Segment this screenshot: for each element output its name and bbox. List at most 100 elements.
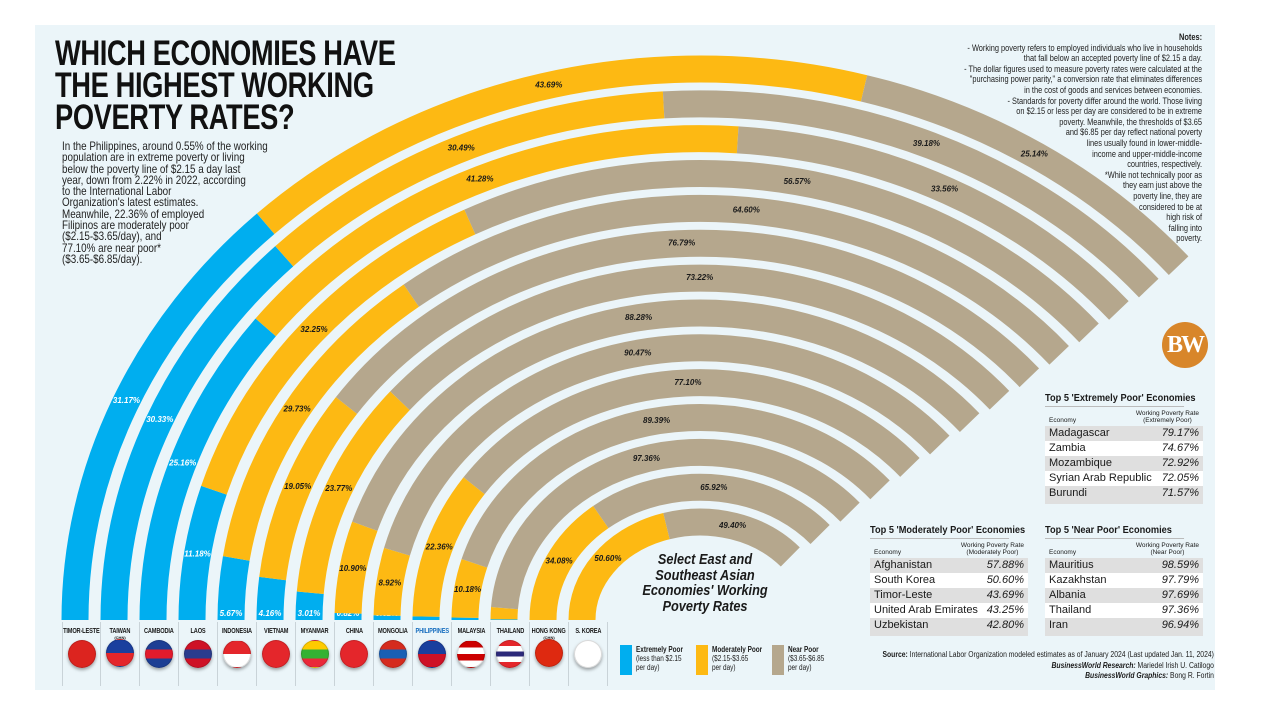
economy-cell: Madagascar (1049, 427, 1110, 439)
note-line: lines usually found in lower-middle- (1086, 137, 1202, 149)
economy-name: LAOS (190, 626, 206, 635)
economy-cell: Afghanistan (874, 559, 933, 571)
economy-column: MALAYSIA (452, 622, 491, 686)
ring-cambodia: 25.16% 41.28% 33.56% (139, 125, 1129, 621)
table-row: Burundi 71.57% (1045, 486, 1203, 501)
flag-hong-kong-icon (535, 639, 563, 667)
extreme-poor-segment (61, 55, 1189, 621)
near-value-label: 33.56% (931, 185, 958, 194)
note-line: countries, respectively. (1127, 159, 1202, 171)
table-moderately-poor: Top 5 'Moderately Poor' Economies Economy… (870, 524, 1028, 636)
rate-cell: 43.25% (986, 604, 1024, 616)
rate-cell: 74.67% (1161, 442, 1199, 454)
table-near-poor: Top 5 'Near Poor' Economies Economy Workin… (1045, 524, 1203, 636)
ring-taiwan: 30.33% 30.49% 39.18% (100, 90, 1159, 621)
table-row: United Arab Emirates 43.25% (870, 603, 1028, 618)
economy-name: S. KOREA (575, 626, 601, 635)
economy-name: CAMBODIA (144, 626, 174, 635)
page-title: WHICH ECONOMIES HAVE THE HIGHEST WORKING… (55, 34, 406, 137)
near-poor-segment (490, 438, 860, 621)
table-row: Thailand 97.36% (1045, 603, 1203, 618)
intro-line: Meanwhile, 22.36% of employed (62, 206, 205, 221)
ring-hong-kong: 0.00%34.08%65.92% (529, 473, 830, 621)
economy-name: MYANMAR (301, 626, 329, 635)
table-row: South Korea 50.60% (870, 573, 1028, 588)
economy-column: TAIWAN (CHN) (101, 622, 140, 686)
legend-desc: ($2.15-$3.65 (712, 654, 749, 663)
extreme-value-label: 30.33% (146, 415, 173, 424)
flag-china-icon (340, 640, 368, 668)
near-value-label: 90.47% (624, 348, 651, 357)
ring-indonesia: 5.67% 29.73% 64.60% (217, 194, 1070, 621)
column-header-economy: Economy (1049, 417, 1077, 424)
economy-cell: United Arab Emirates (874, 604, 978, 616)
table-row: Zambia 74.67% (1045, 441, 1203, 456)
note-line: in the cost of goods and services betwee… (1024, 84, 1202, 96)
note-line: that fall below an accepted poverty line… (1023, 53, 1202, 65)
rate-cell: 72.92% (1161, 457, 1199, 469)
economy-column: INDONESIA (218, 622, 257, 686)
intro-paragraph: In the Philippines, around 0.55% of the … (62, 139, 268, 265)
notes: Notes: - Working poverty refers to employ… (964, 32, 1202, 245)
flag-cambodia-icon (145, 640, 173, 668)
economy-cell: Timor-Leste (874, 589, 933, 601)
flag-taiwan-icon (106, 639, 134, 667)
moderate-poor-segment (529, 473, 830, 621)
near-value-label: 88.28% (625, 313, 652, 322)
economy-cell: Iran (1049, 619, 1068, 631)
near-poor-segment (61, 55, 1189, 621)
note-line: - The dollar figures used to measure pov… (964, 63, 1202, 75)
table-extremely-poor: Top 5 'Extremely Poor' Economies Economy W… (1045, 392, 1203, 504)
title-line: POVERTY RATES? (55, 98, 295, 137)
moderate-value-label: 32.25% (300, 325, 327, 334)
economy-cell: Thailand (1049, 604, 1092, 616)
near-value-label: 77.10% (674, 378, 701, 387)
table-body: Mauritius 98.59% Kazakhstan 97.79% Albania 97… (1045, 558, 1203, 636)
research-line: BusinessWorld Research: Mariedel Irish U… (883, 661, 1214, 672)
flag-mongolia-icon (379, 640, 407, 668)
extreme-value-label: 5.67% (220, 609, 243, 618)
near-value-label: 49.40% (718, 521, 746, 530)
moderate-poor-segment (568, 508, 800, 621)
economy-column: HONG KONG (CHN) (530, 622, 569, 686)
extreme-value-label: 4.16% (258, 609, 282, 618)
extreme-value-label: 31.17% (113, 396, 140, 405)
table-row: Madagascar 79.17% (1045, 426, 1203, 441)
research-name: Mariedel Irish U. Catilogo (1137, 660, 1214, 670)
flag-vietnam-icon (262, 640, 290, 668)
ring-s-korea: 0.00%50.60%49.40% (568, 508, 800, 621)
near-poor-segment (178, 160, 1099, 621)
economy-column: THAILAND (491, 622, 530, 686)
flag-philippines-icon (418, 640, 446, 668)
legend-desc: (less than $2.15 (636, 654, 682, 663)
legend-desc: per day) (712, 663, 736, 672)
flag-malaysia-icon (457, 640, 485, 668)
moderate-poor-segment (100, 90, 1159, 621)
intro-line: Filipinos are moderately poor (62, 218, 189, 233)
note-line: income and upper-middle-income (1092, 148, 1202, 160)
businessworld-logo: BW (1162, 322, 1208, 368)
note-line: high risk of (1166, 212, 1202, 224)
title-line: WHICH ECONOMIES HAVE (55, 34, 396, 73)
near-poor-segment (451, 404, 890, 621)
intro-line: In the Philippines, around 0.55% of the … (62, 139, 268, 153)
economy-name: INDONESIA (222, 626, 252, 635)
economy-cell: Burundi (1049, 487, 1087, 499)
rate-cell: 71.57% (1161, 487, 1199, 499)
rate-header-line: (Extremely Poor) (1143, 417, 1192, 424)
economy-column: MONGOLIA (374, 622, 413, 686)
note-line: - Standards for poverty differ around th… (1007, 95, 1202, 107)
note-line: "purchasing power parity," a conversion … (969, 74, 1202, 86)
economy-cell: Syrian Arab Republic (1049, 472, 1152, 484)
table-row: Kazakhstan 97.79% (1045, 573, 1203, 588)
economy-name: TIMOR-LESTE (63, 626, 100, 635)
rate-header-line: (Near Poor) (1150, 549, 1185, 556)
legend-label: Near Poor (788, 645, 819, 654)
economy-column: MYANMAR (296, 622, 335, 686)
near-poor-segment (139, 125, 1129, 621)
economy-cell: South Korea (874, 574, 936, 586)
table-header: Economy Working Poverty Rate (Extremely Po… (1045, 407, 1203, 426)
rate-header-line: (Moderately Poor) (966, 549, 1019, 556)
legend-swatch (620, 645, 632, 675)
economy-column: CHINA (335, 622, 374, 686)
